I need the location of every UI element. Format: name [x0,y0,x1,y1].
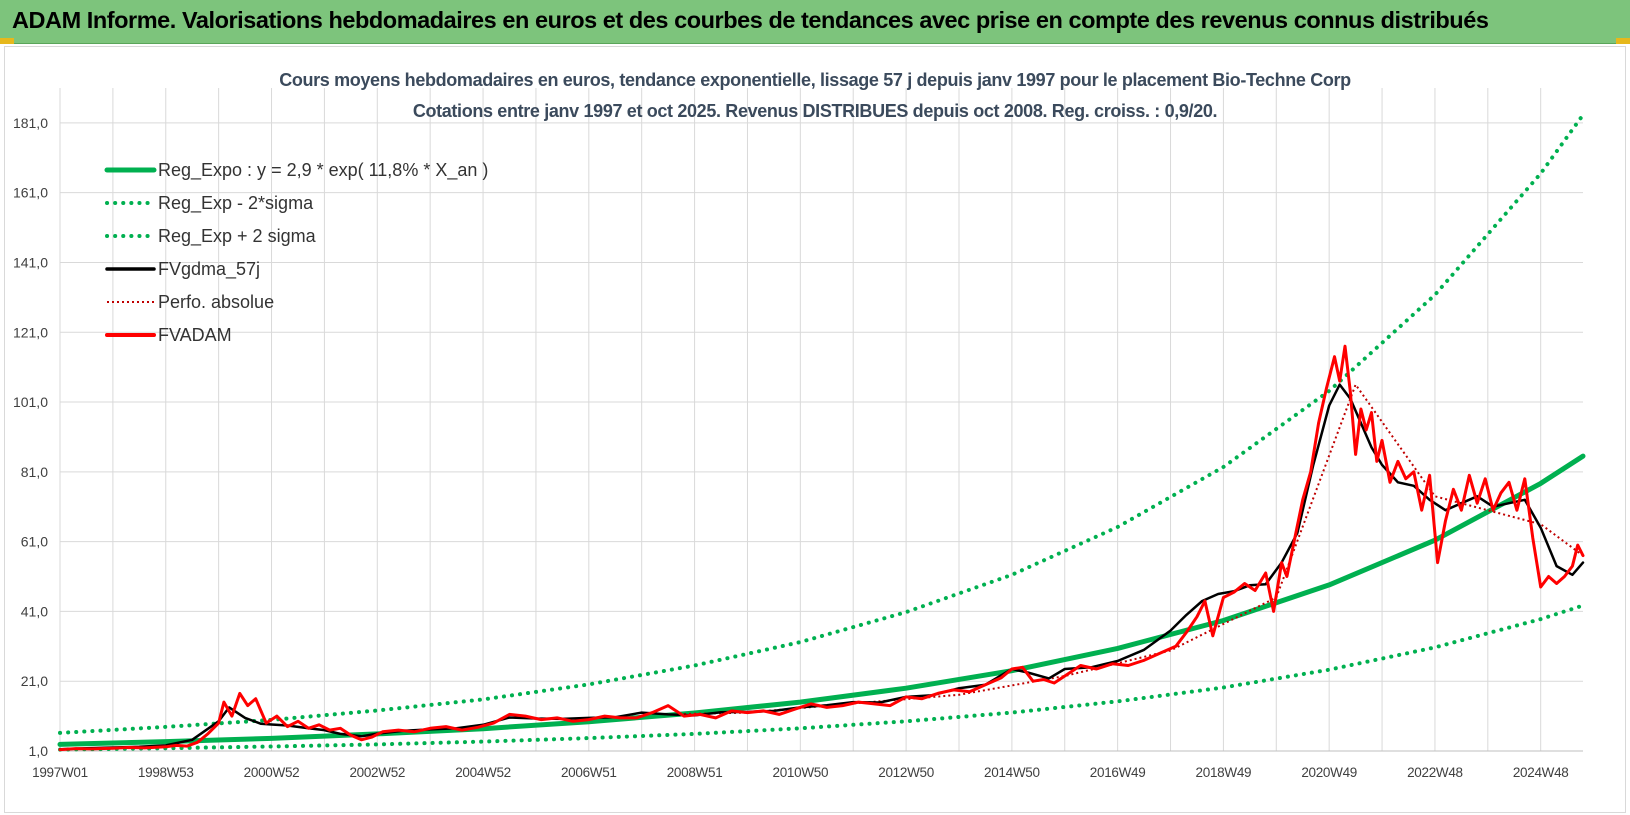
y-tick-label: 181,0 [13,115,48,131]
legend-label-upper: Reg_Exp + 2 sigma [158,226,317,247]
x-tick-label: 2000W52 [244,765,300,780]
series-line-trend [57,453,1586,747]
chart-title-line-2: Cotations entre janv 1997 et oct 2025. R… [413,101,1217,121]
y-axis: 1,0 21,0 41,0 61,0 81,0 101,0 121,0 141,0 161,0 1… [13,115,48,759]
header-banner: ADAM Informe. Valorisations hebdomadaire… [0,0,1630,44]
x-tick-label: 2014W50 [984,765,1040,780]
x-tick-label: 2012W50 [878,765,934,780]
chart-frame [4,46,1626,813]
y-tick-label: 81,0 [21,464,48,480]
chart-title: Cours moyens hebdomadaires en euros, ten… [279,70,1351,121]
x-tick-label: 2020W49 [1301,765,1357,780]
legend-label-fvadam: FVADAM [158,325,232,345]
series-line-upper [58,112,1585,735]
y-tick-label: 41,0 [21,603,48,619]
x-axis: 1997W01 1998W53 2000W52 2002W52 2004W52 2006W… [32,765,1569,780]
y-tick-label: 1,0 [29,743,49,759]
y-tick-label: 21,0 [21,673,48,689]
x-tick-label: 1997W01 [32,765,88,780]
x-tick-label: 2024W48 [1513,765,1569,780]
chart-title-line-1: Cours moyens hebdomadaires en euros, ten… [279,70,1351,90]
y-tick-label: 161,0 [13,185,48,201]
y-tick-label: 61,0 [21,534,48,550]
x-tick-label: 2018W49 [1196,765,1252,780]
x-tick-label: 2006W51 [561,765,617,780]
series-line-lower [58,603,1585,752]
x-tick-label: 2004W52 [455,765,511,780]
page-title: ADAM Informe. Valorisations hebdomadaire… [12,7,1489,33]
series-layer [57,112,1586,752]
series-line-perfo [683,383,1584,715]
x-tick-label: 2002W52 [349,765,405,780]
x-tick-label: 2016W49 [1090,765,1146,780]
legend-label-lower: Reg_Exp - 2*sigma [158,193,314,214]
x-tick-label: 2008W51 [667,765,723,780]
grid-layer [59,88,1583,752]
y-tick-label: 121,0 [13,324,48,340]
legend-label-perfo: Perfo. absolue [158,292,274,312]
series-line-fvadam [58,344,1585,752]
x-tick-label: 2010W50 [772,765,828,780]
y-tick-label: 141,0 [13,254,48,270]
legend: Reg_Expo : y = 2,9 * exp( 11,8% * X_an )… [104,160,488,345]
legend-label-trend: Reg_Expo : y = 2,9 * exp( 11,8% * X_an ) [158,160,488,181]
legend-label-gdma: FVgdma_57j [158,259,260,280]
corner-mark-left [0,38,14,44]
x-tick-label: 2022W48 [1407,765,1463,780]
x-tick-label: 1998W53 [138,765,194,780]
corner-mark-right [1616,38,1630,44]
y-tick-label: 101,0 [13,394,48,410]
